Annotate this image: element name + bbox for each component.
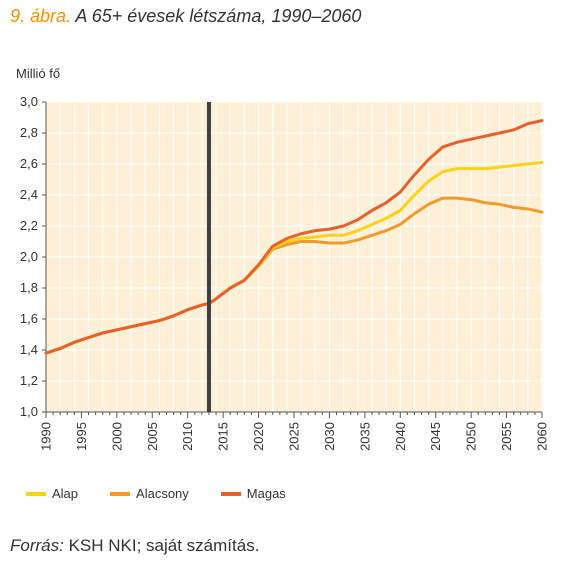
- x-tick-label: 2035: [357, 422, 372, 451]
- x-tick-label: 2015: [216, 422, 231, 451]
- y-tick-label: 1,4: [20, 342, 38, 357]
- x-tick-label: 2005: [145, 422, 160, 451]
- y-tick-label: 1,6: [20, 311, 38, 326]
- series-lines: [44, 119, 544, 355]
- legend-swatch: [110, 491, 131, 496]
- x-tick-label: 1990: [39, 422, 54, 451]
- legend-label: Magas: [246, 486, 286, 501]
- x-tick-label: 2010: [180, 422, 195, 451]
- y-tick-label: 3,0: [20, 94, 38, 109]
- x-tick-label: 2060: [535, 422, 550, 451]
- x-tick-label: 2025: [287, 422, 302, 451]
- source-label: Forrás:: [10, 536, 64, 555]
- y-tick-label: 2,8: [20, 125, 38, 140]
- legend: Alap Alacsony Magas: [26, 486, 318, 501]
- figure-number: 9. ábra.: [10, 6, 72, 26]
- x-tick-label: 1995: [74, 422, 89, 451]
- series-line-magas: [44, 119, 544, 355]
- x-tick-label: 2000: [109, 422, 124, 451]
- x-tick-label: 2050: [464, 422, 479, 451]
- x-tick-label: 2020: [251, 422, 266, 451]
- x-tick-label: 2030: [322, 422, 337, 451]
- legend-item-magas: Magas: [220, 486, 286, 501]
- y-tick-label: 1,0: [20, 404, 38, 419]
- legend-item-alacsony: Alacsony: [110, 486, 189, 501]
- y-tick-labels: 1,0 1,2 1,4 1,6 1,8 2,0 2,2 2,4 2,6 2,8 3,0: [20, 94, 38, 419]
- x-tick-label: 2045: [428, 422, 443, 451]
- y-tick-label: 2,6: [20, 156, 38, 171]
- y-tick-label: 2,2: [20, 218, 38, 233]
- y-tick-label: 2,4: [20, 187, 38, 202]
- x-tick-labels: 1990 1995 2000 2005 2010 2015 2020 2025 2030 2035…: [39, 422, 550, 451]
- x-tick-label: 2040: [393, 422, 408, 451]
- x-tick-label: 2055: [499, 422, 514, 451]
- figure-title-text: A 65+ évesek létszáma, 1990–2060: [75, 6, 362, 26]
- legend-swatch: [26, 491, 46, 496]
- chart-title: 9. ábra. A 65+ évesek létszáma, 1990–206…: [10, 6, 361, 27]
- source-text: KSH NKI; saját számítás.: [68, 536, 260, 555]
- y-tick-label: 2,0: [20, 249, 38, 264]
- legend-label: Alap: [52, 486, 79, 501]
- y-axis-label: Millió fő: [16, 66, 61, 81]
- legend-swatch: [220, 491, 241, 496]
- legend-label: Alacsony: [136, 486, 189, 501]
- axes: [42, 101, 543, 418]
- legend-item-alap: Alap: [26, 486, 78, 501]
- y-tick-label: 1,8: [20, 280, 38, 295]
- y-tick-label: 1,2: [20, 373, 38, 388]
- source-note: Forrás: KSH NKI; saját számítás.: [10, 536, 259, 556]
- grid-lines: [45, 101, 543, 413]
